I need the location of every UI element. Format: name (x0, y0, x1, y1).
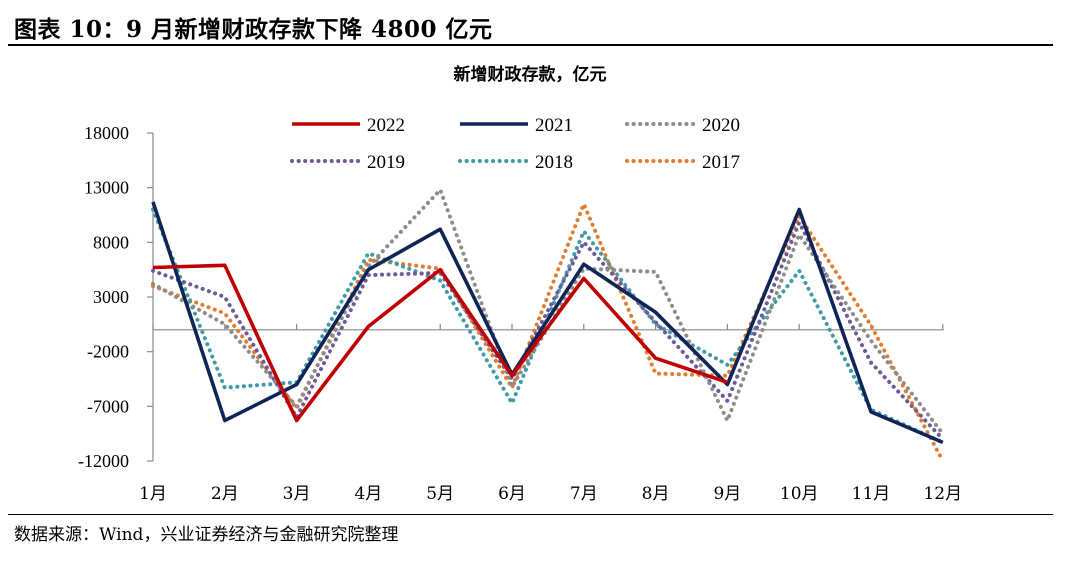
y-tick-label: 3000 (93, 287, 129, 307)
bottom-rule (8, 514, 1053, 515)
figure-title: 图表 10：9 月新增财政存款下降 4800 亿元 (14, 16, 493, 43)
legend-label-2019: 2019 (367, 152, 405, 173)
series-line-2022 (152, 263, 728, 423)
y-tick-label: -7000 (87, 396, 129, 416)
x-tick-label: 10月 (780, 484, 819, 504)
x-tick-label: 9月 (713, 484, 741, 504)
legend: 2022 2021 2020 2019 2018 2017 (290, 115, 740, 173)
legend-label-2020: 2020 (702, 115, 740, 136)
series-line-2018 (151, 207, 945, 445)
series-line-2017 (151, 202, 945, 463)
x-tick-label: 1月 (139, 484, 167, 504)
x-tick-label: 6月 (498, 484, 526, 504)
y-tick-label: -2000 (87, 342, 129, 362)
top-rule (8, 44, 1053, 46)
series-layer (151, 187, 945, 463)
series-line-2021 (151, 201, 944, 445)
y-tick-label: 18000 (84, 123, 129, 143)
x-tick-label: 7月 (570, 484, 598, 504)
x-tick-label: 11月 (852, 484, 891, 504)
x-tick-label: 8月 (642, 484, 670, 504)
y-tick-label: -12000 (78, 451, 129, 471)
x-tick-label: 2月 (211, 484, 239, 504)
legend-label-2022: 2022 (367, 115, 405, 136)
y-tick-label: 8000 (93, 232, 129, 252)
axes: 18000 13000 8000 3000 -2000 -7000 -12000 1月 2月 3月… (78, 123, 962, 504)
x-tick-label: 3月 (283, 484, 311, 504)
x-tick-label: 5月 (426, 484, 454, 504)
source-note: 数据来源：Wind，兴业证券经济与金融研究院整理 (14, 525, 399, 545)
y-tick-label: 13000 (84, 178, 129, 198)
legend-label-2017: 2017 (702, 152, 740, 173)
legend-label-2021: 2021 (535, 115, 573, 136)
x-tick-label: 12月 (923, 484, 962, 504)
x-tick-label: 4月 (354, 484, 382, 504)
chart-title: 新增财政存款，亿元 (454, 64, 607, 85)
legend-label-2018: 2018 (535, 152, 573, 173)
